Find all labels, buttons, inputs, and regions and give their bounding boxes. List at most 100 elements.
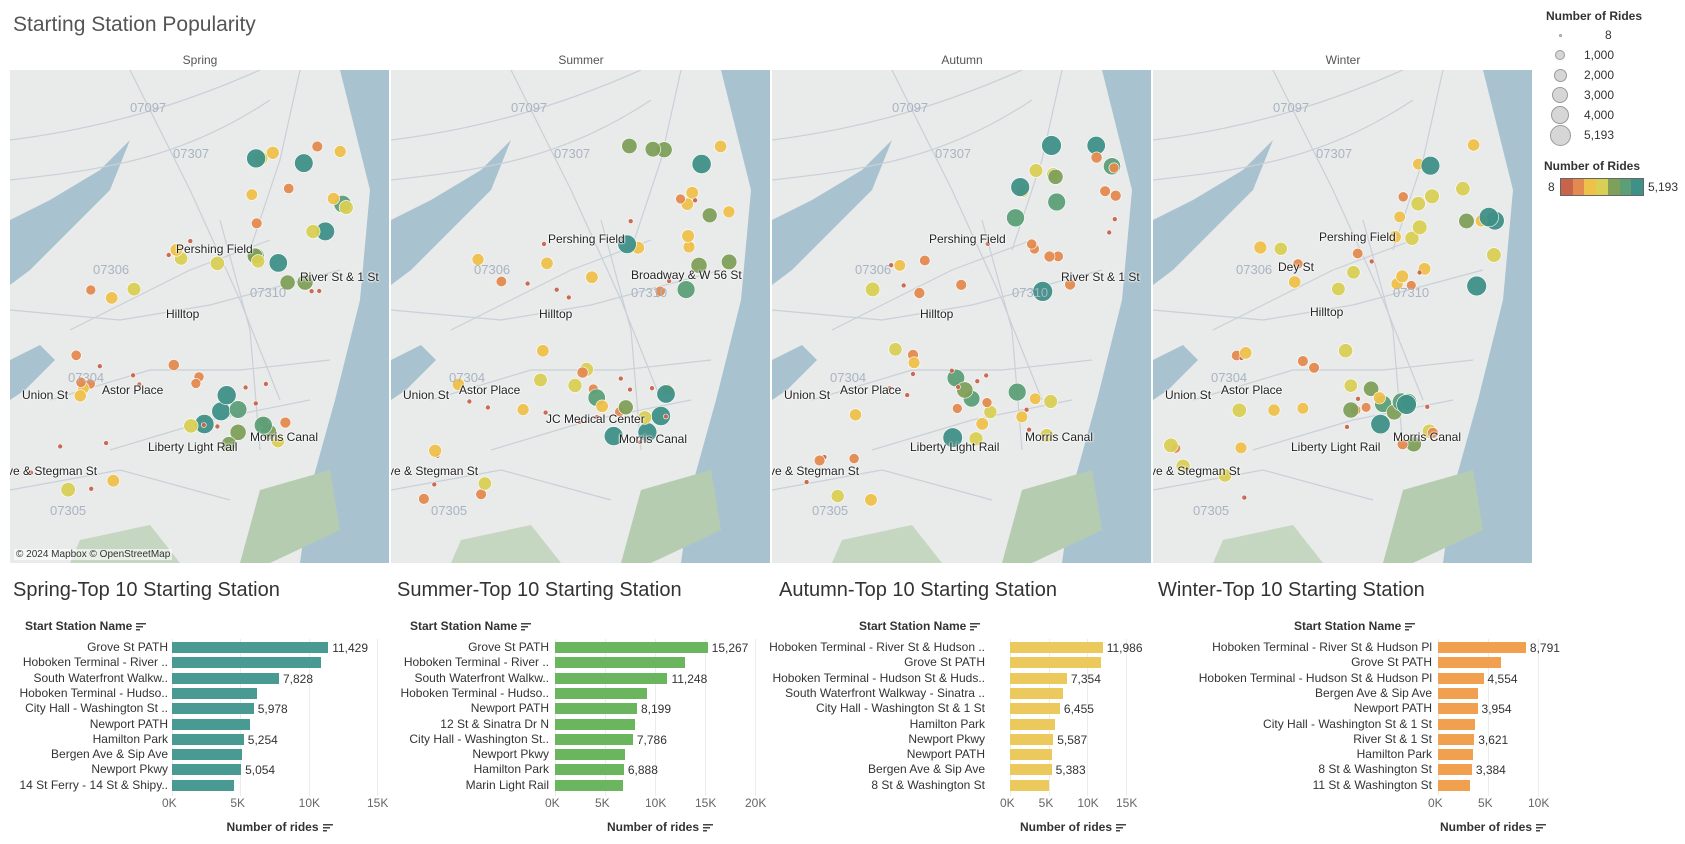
station-bubble[interactable]	[722, 205, 736, 219]
station-bubble[interactable]	[251, 217, 263, 230]
map-summer[interactable]: 07097 07307 07306 07310 07304 07305 Pershing F…	[391, 70, 771, 563]
station-bubble[interactable]	[1028, 163, 1044, 178]
station-bubble[interactable]	[1420, 155, 1441, 176]
station-bubble[interactable]	[618, 375, 624, 382]
bar-category-label[interactable]: Newport PATH	[470, 701, 549, 716]
station-bubble[interactable]	[308, 288, 315, 294]
sort-descending-icon[interactable]	[1405, 622, 1416, 631]
bar-mark[interactable]	[555, 703, 637, 715]
station-bubble[interactable]	[603, 426, 624, 446]
bar-category-label[interactable]: Marin Light Rail	[465, 777, 549, 792]
bar-category-label[interactable]: Newport PATH	[906, 747, 985, 762]
bar-mark[interactable]	[555, 657, 685, 669]
station-bubble[interactable]	[1426, 427, 1439, 439]
bar-mark[interactable]	[1010, 703, 1060, 715]
station-bubble[interactable]	[1397, 191, 1409, 203]
bar-mark[interactable]	[555, 642, 708, 653]
bar-category-label[interactable]: City Hall - Washington St..	[409, 731, 549, 746]
station-bubble[interactable]	[1342, 401, 1360, 419]
station-bubble[interactable]	[1296, 402, 1309, 415]
sort-descending-icon[interactable]	[1116, 823, 1127, 832]
station-bubble[interactable]	[1273, 241, 1288, 256]
station-bubble[interactable]	[1023, 406, 1030, 413]
station-bubble[interactable]	[849, 408, 862, 422]
station-bubble[interactable]	[1047, 168, 1064, 185]
station-bubble[interactable]	[1466, 275, 1487, 297]
station-bubble[interactable]	[209, 255, 225, 271]
bar-category-label[interactable]: Newport Pkwy	[908, 731, 985, 746]
station-bubble[interactable]	[864, 493, 878, 507]
bar-mark[interactable]	[172, 764, 242, 776]
station-bubble[interactable]	[1231, 402, 1247, 418]
station-bubble[interactable]	[475, 488, 487, 500]
station-bubble[interactable]	[1363, 380, 1380, 397]
station-bubble[interactable]	[279, 416, 292, 429]
station-bubble[interactable]	[229, 400, 248, 419]
bar-category-label[interactable]: City Hall - Washington St & 1 St	[816, 701, 985, 716]
station-bubble[interactable]	[1218, 468, 1233, 483]
bar-mark[interactable]	[1438, 718, 1475, 730]
station-bubble[interactable]	[428, 443, 442, 458]
station-bubble[interactable]	[1109, 189, 1122, 202]
bar-category-label[interactable]: Newport PATH	[1353, 701, 1432, 716]
bar-category-label[interactable]: Hamilton Park	[473, 762, 549, 777]
station-bubble[interactable]	[1395, 269, 1409, 284]
station-bubble[interactable]	[803, 479, 810, 485]
station-bubble[interactable]	[1410, 196, 1426, 212]
bar-mark[interactable]	[1438, 764, 1472, 776]
bar-mark[interactable]	[172, 642, 329, 653]
station-bubble[interactable]	[888, 262, 894, 268]
bar-mark[interactable]	[172, 687, 257, 699]
bar-category-label[interactable]: Bergen Ave & Sip Ave	[51, 747, 168, 762]
bar-mark[interactable]	[1010, 657, 1102, 669]
station-bubble[interactable]	[1064, 278, 1076, 291]
station-bubble[interactable]	[485, 404, 491, 411]
station-bubble[interactable]	[983, 372, 989, 379]
station-bubble[interactable]	[265, 146, 280, 160]
station-bubble[interactable]	[1253, 240, 1268, 255]
bar-mark[interactable]	[172, 749, 242, 761]
station-bubble[interactable]	[692, 197, 698, 204]
station-bubble[interactable]	[1015, 410, 1029, 423]
bar-mark[interactable]	[1438, 733, 1475, 745]
bar-category-label[interactable]: Hoboken Terminal - River ..	[403, 655, 549, 670]
station-bubble[interactable]	[1373, 391, 1386, 405]
bar-mark[interactable]	[1010, 672, 1067, 684]
station-bubble[interactable]	[675, 193, 686, 205]
station-bubble[interactable]	[536, 344, 550, 358]
bar-category-label[interactable]: Hoboken Terminal - Hudson St & Huds..	[772, 670, 985, 685]
station-bubble[interactable]	[618, 399, 634, 416]
station-bubble[interactable]	[666, 278, 672, 284]
bar-category-label[interactable]: Hamilton Park	[909, 716, 985, 731]
bar-category-label[interactable]: Hoboken Terminal - River St & Hudson Pl	[1212, 640, 1432, 654]
bar-mark[interactable]	[1438, 779, 1470, 791]
station-bubble[interactable]	[1043, 250, 1056, 263]
station-bubble[interactable]	[1010, 177, 1030, 197]
station-bubble[interactable]	[190, 378, 202, 389]
station-bubble[interactable]	[955, 384, 961, 390]
station-bubble[interactable]	[105, 291, 119, 305]
station-bubble[interactable]	[627, 218, 634, 224]
station-bubble[interactable]	[214, 423, 221, 430]
station-bubble[interactable]	[968, 431, 984, 447]
bar-mark[interactable]	[1438, 749, 1473, 761]
sort-descending-icon[interactable]	[703, 823, 714, 832]
bar-mark[interactable]	[555, 749, 625, 761]
station-bubble[interactable]	[1047, 192, 1066, 212]
station-bubble[interactable]	[1396, 438, 1409, 451]
bar-category-label[interactable]: 8 St & Washington St	[1318, 762, 1432, 777]
station-bubble[interactable]	[893, 259, 906, 272]
bar-category-label[interactable]: South Waterfront Walkway - Sinatra ..	[785, 685, 985, 700]
station-bubble[interactable]	[1396, 394, 1417, 415]
bar-mark[interactable]	[1010, 733, 1054, 745]
bar-category-label[interactable]: Hoboken Terminal - River ..	[22, 655, 168, 670]
station-bubble[interactable]	[418, 493, 430, 505]
station-bubble[interactable]	[1360, 402, 1372, 413]
station-bubble[interactable]	[60, 482, 76, 498]
station-bubble[interactable]	[263, 381, 269, 387]
station-bubble[interactable]	[1111, 216, 1118, 222]
station-bubble[interactable]	[97, 363, 103, 370]
station-bubble[interactable]	[649, 385, 655, 392]
station-bubble[interactable]	[305, 224, 321, 239]
station-bubble[interactable]	[913, 287, 926, 299]
